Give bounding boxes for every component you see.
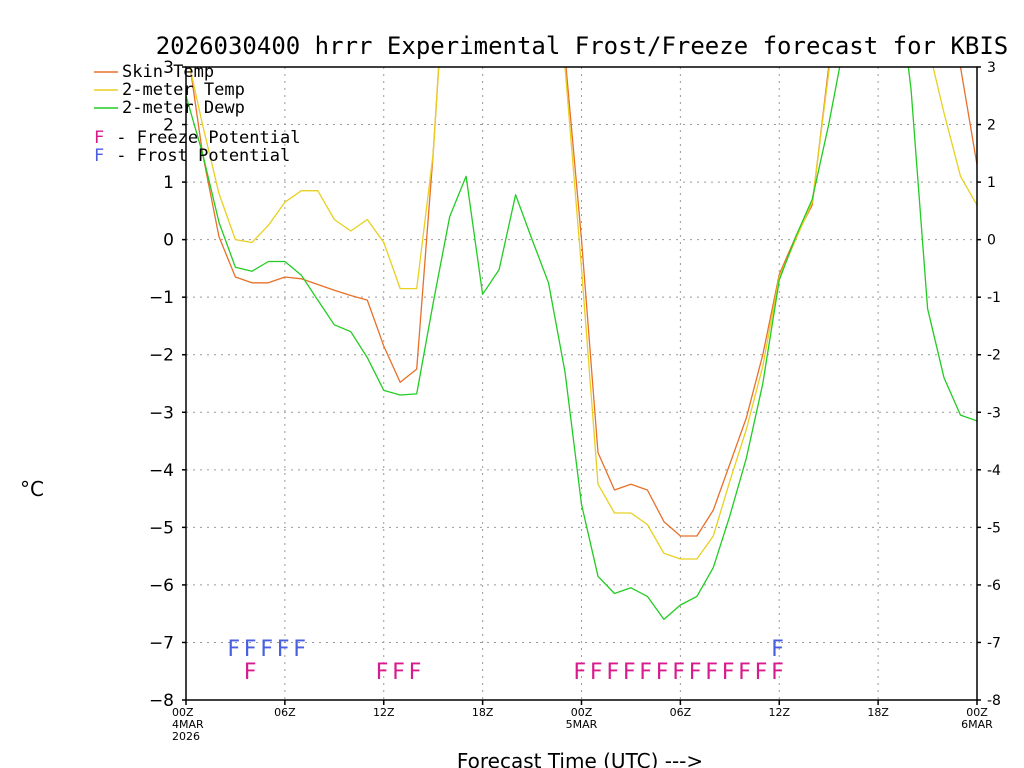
y-tick-label-right: 0	[987, 233, 996, 249]
x-tick-sublabel: 5MAR	[566, 718, 598, 731]
frost-flag: F	[244, 637, 257, 662]
chart-title: 2026030400 hrrr Experimental Frost/Freez…	[156, 32, 1009, 60]
freeze-flag: F	[590, 660, 603, 685]
flag-legend-label: - Frost Potential	[106, 146, 290, 166]
y-tick-label-right: 3	[987, 60, 996, 76]
freeze-flag: F	[755, 660, 768, 685]
series-line-skin-temp	[189, 67, 977, 537]
freeze-flag: F	[738, 660, 751, 685]
x-axis-label: Forecast Time (UTC) --->	[457, 749, 703, 768]
frost-freeze-flags: F F F F F FF F F F F F F F F F F F F F F F F	[227, 637, 783, 685]
x-tick-sublabel: 4MAR	[172, 718, 204, 731]
flag-legend-label: - Freeze Potential	[106, 128, 300, 148]
y-tick-label: −4	[149, 461, 174, 481]
series-line-2-meter-temp	[189, 67, 977, 560]
x-tick-label: 12Z	[373, 706, 395, 719]
y-tick-label-right: -5	[987, 520, 1001, 536]
y-tick-label: −2	[149, 346, 174, 366]
freeze-flag: F	[771, 660, 784, 685]
freeze-flag: F	[574, 660, 587, 685]
series-lines	[186, 67, 977, 621]
freeze-flag: F	[639, 660, 652, 685]
x-tick-label: 06Z	[274, 706, 296, 719]
y-tick-label: −1	[149, 288, 174, 308]
y-tick-label: 3	[163, 58, 174, 78]
gridlines	[186, 67, 977, 700]
x-tick-sublabel: 6MAR	[961, 718, 993, 731]
y-tick-label: 2	[163, 116, 174, 136]
y-tick-label: 0	[163, 231, 174, 251]
frost-flag: F	[277, 637, 290, 662]
y-axis-label: °C	[20, 477, 44, 501]
flag-legend-letter: F	[94, 128, 104, 148]
series-line-2-meter-dewp	[186, 67, 977, 621]
freeze-flag: F	[722, 660, 735, 685]
x-tick-label: 00Z	[172, 706, 194, 719]
freeze-flag: F	[705, 660, 718, 685]
y-tick-label: −5	[149, 518, 174, 538]
axes: 3 3 2 2 1 1 0 0 −1 -1 −2 -2 −3 -3 −4 -4 −5 -5 −6 -6 −7 -7 −8 -8…	[149, 58, 1001, 743]
y-tick-label: −3	[149, 403, 174, 423]
y-tick-label-right: -6	[987, 578, 1001, 594]
frost-flag: F	[260, 637, 273, 662]
legend-label: Skin Temp	[122, 62, 214, 82]
legend-label: 2-meter Temp	[122, 80, 245, 100]
y-tick-label-right: 2	[987, 118, 996, 134]
freeze-flag: F	[392, 660, 405, 685]
y-tick-label-right: -7	[987, 635, 1001, 651]
x-tick-sublabel: 2026	[172, 730, 200, 743]
y-tick-label: −8	[149, 691, 174, 711]
frost-flag: F	[227, 637, 240, 662]
freeze-flag: F	[623, 660, 636, 685]
legend-label: 2-meter Dewp	[122, 98, 245, 118]
freeze-flag: F	[244, 660, 257, 685]
freeze-flag: F	[672, 660, 685, 685]
freeze-flag: F	[409, 660, 422, 685]
x-tick-label: 00Z	[571, 706, 593, 719]
y-tick-label: −7	[149, 633, 174, 653]
y-tick-label-right: -8	[987, 693, 1001, 709]
y-tick-label: 1	[163, 173, 174, 193]
freeze-flag: F	[606, 660, 619, 685]
frost-flag: F	[293, 637, 306, 662]
y-tick-label-right: -2	[987, 348, 1001, 364]
frost-flag: F	[771, 637, 784, 662]
x-tick-label: 06Z	[670, 706, 692, 719]
x-tick-label: 12Z	[768, 706, 790, 719]
x-tick-label: 18Z	[472, 706, 494, 719]
freeze-flag: F	[656, 660, 669, 685]
y-tick-label-right: -3	[987, 405, 1001, 421]
y-tick-label-right: 1	[987, 175, 996, 191]
x-tick-label: 18Z	[867, 706, 889, 719]
freeze-flag: F	[376, 660, 389, 685]
y-tick-label: −6	[149, 576, 174, 596]
y-tick-label-right: -4	[987, 463, 1001, 479]
freeze-flag: F	[689, 660, 702, 685]
flag-legend-letter: F	[94, 146, 104, 166]
y-tick-label-right: -1	[987, 290, 1001, 306]
x-tick-label: 00Z	[966, 706, 988, 719]
